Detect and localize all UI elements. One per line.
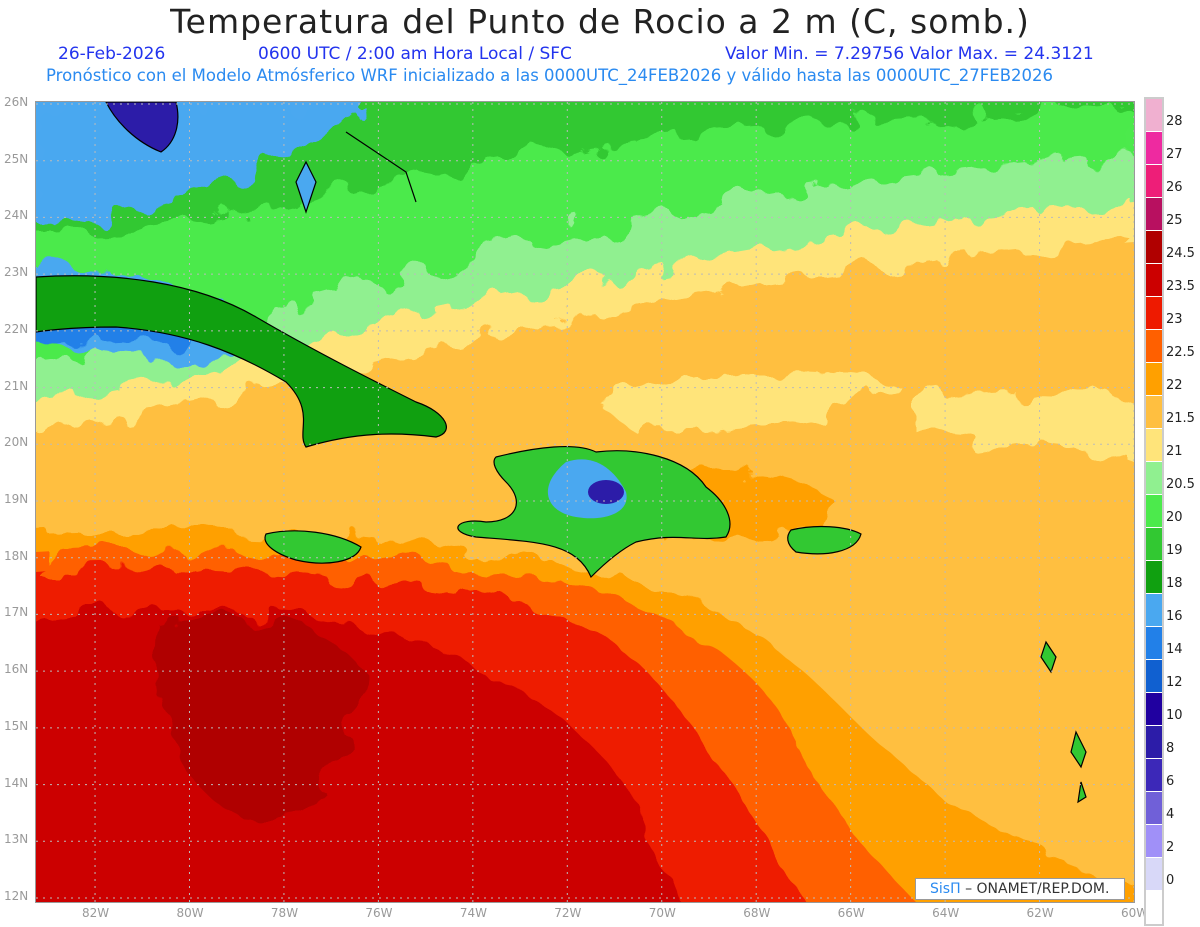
- colorbar-swatch: [1146, 363, 1162, 396]
- colorbar-label: 18: [1166, 576, 1183, 591]
- colorbar-swatch: [1146, 429, 1162, 462]
- guadeloupe: [1040, 640, 1057, 674]
- colorbar-swatch: [1146, 627, 1162, 660]
- colorbar-label: 0: [1166, 873, 1175, 888]
- colorbar-swatch: [1146, 231, 1162, 264]
- colorbar-label: 20: [1166, 510, 1183, 525]
- colorbar-label: 14: [1166, 642, 1183, 657]
- colorbar-swatch: [1146, 561, 1162, 594]
- forecast-date: 26-Feb-2026: [58, 44, 166, 64]
- colorbar-swatch: [1146, 594, 1162, 627]
- colorbar-swatch: [1146, 198, 1162, 231]
- colorbar-label: 22: [1166, 378, 1183, 393]
- lat-tick-label: 20N: [4, 435, 29, 450]
- martinique: [1070, 730, 1087, 769]
- colorbar-label: 10: [1166, 708, 1183, 723]
- colorbar-label: 23: [1166, 312, 1183, 327]
- colorbar-swatch: [1146, 165, 1162, 198]
- lat-tick-label: 26N: [4, 95, 29, 109]
- colorbar-swatch: [1146, 759, 1162, 792]
- lat-tick-label: 22N: [4, 321, 29, 336]
- florida: [105, 102, 179, 153]
- st-lucia: [1077, 781, 1087, 804]
- colorbar-swatch: [1146, 297, 1162, 330]
- lat-tick-label: 18N: [4, 548, 29, 563]
- colorbar-label: 16: [1166, 609, 1183, 624]
- hispaniola-min-core: [588, 480, 624, 504]
- coastlines: [36, 102, 1087, 804]
- colorbar-swatch: [1146, 792, 1162, 825]
- andros-island: [295, 160, 317, 214]
- lon-tick-label: 80W: [176, 906, 204, 920]
- dewpoint-map: [35, 101, 1135, 903]
- puerto-rico: [787, 525, 862, 555]
- sispi-logo: SisΠ: [930, 881, 961, 897]
- lat-tick-label: 14N: [4, 775, 29, 790]
- credit-text: – ONAMET/REP.DOM.: [965, 881, 1110, 897]
- lat-tick-label: 17N: [4, 605, 29, 620]
- colorbar-label: 12: [1166, 675, 1183, 690]
- colorbar-swatch: [1146, 825, 1162, 858]
- colorbar-label: 6: [1166, 774, 1175, 789]
- colorbar-swatch: [1146, 858, 1162, 891]
- lon-tick-label: 64W: [932, 906, 960, 920]
- lat-tick-label: 16N: [4, 662, 29, 677]
- colorbar: [1144, 97, 1164, 926]
- colorbar-swatch: [1146, 660, 1162, 693]
- colorbar-label: 24.5: [1166, 246, 1195, 261]
- colorbar-label: 25: [1166, 213, 1183, 228]
- colorbar-swatch: [1146, 693, 1162, 726]
- lon-tick-label: 74W: [459, 906, 487, 920]
- colorbar-label: 21.5: [1166, 411, 1195, 426]
- min-max-values: Valor Min. = 7.29756 Valor Max. = 24.312…: [725, 44, 1094, 64]
- colorbar-swatch: [1146, 132, 1162, 165]
- colorbar-label: 4: [1166, 807, 1175, 822]
- cuba: [36, 275, 447, 448]
- lat-tick-label: 15N: [4, 718, 29, 733]
- lat-tick-label: 13N: [4, 832, 29, 847]
- map-title: Temperatura del Punto de Rocio a 2 m (C,…: [170, 2, 1030, 41]
- lon-tick-label: 76W: [365, 906, 393, 920]
- forecast-time: 0600 UTC / 2:00 am Hora Local / SFC: [258, 44, 572, 64]
- colorbar-label: 20.5: [1166, 477, 1195, 492]
- lat-tick-label: 25N: [4, 151, 29, 166]
- colorbar-label: 2: [1166, 840, 1175, 855]
- colorbar-swatch: [1146, 264, 1162, 297]
- colorbar-label: 8: [1166, 741, 1175, 756]
- colorbar-swatch: [1146, 495, 1162, 528]
- colorbar-swatch: [1146, 726, 1162, 759]
- graticule: [36, 102, 1134, 902]
- colorbar-label: 26: [1166, 180, 1183, 195]
- lat-tick-label: 21N: [4, 378, 29, 393]
- lat-tick-label: 19N: [4, 492, 29, 506]
- lon-tick-label: 72W: [554, 906, 582, 920]
- colorbar-swatch: [1146, 891, 1162, 924]
- lon-tick-label: 66W: [837, 906, 865, 920]
- lat-tick-label: 24N: [4, 208, 29, 223]
- model-subtitle: Pronóstico con el Modelo Atmósferico WRF…: [46, 66, 1054, 85]
- lon-tick-label: 62W: [1026, 906, 1054, 920]
- jamaica: [264, 530, 362, 564]
- colorbar-label: 22.5: [1166, 345, 1195, 360]
- colorbar-label: 23.5: [1166, 279, 1195, 294]
- colorbar-swatch: [1146, 528, 1162, 561]
- lon-tick-label: 78W: [270, 906, 299, 920]
- colorbar-swatch: [1146, 99, 1162, 132]
- lon-tick-label: 70W: [648, 906, 676, 920]
- bahamas-islands: [345, 131, 417, 203]
- colorbar-swatch: [1146, 330, 1162, 363]
- colorbar-swatch: [1146, 396, 1162, 429]
- lat-tick-label: 23N: [4, 265, 29, 280]
- colorbar-label: 27: [1166, 147, 1183, 162]
- credit-box: SisΠ – ONAMET/REP.DOM.: [915, 878, 1125, 900]
- lon-tick-label: 82W: [82, 906, 110, 920]
- lon-tick-label: 68W: [743, 906, 771, 920]
- colorbar-label: 28: [1166, 114, 1183, 129]
- colorbar-swatch: [1146, 462, 1162, 495]
- colorbar-label: 21: [1166, 444, 1183, 459]
- lon-tick-label: 60W: [1121, 906, 1149, 920]
- lat-tick-label: 12N: [4, 889, 29, 903]
- colorbar-label: 19: [1166, 543, 1183, 558]
